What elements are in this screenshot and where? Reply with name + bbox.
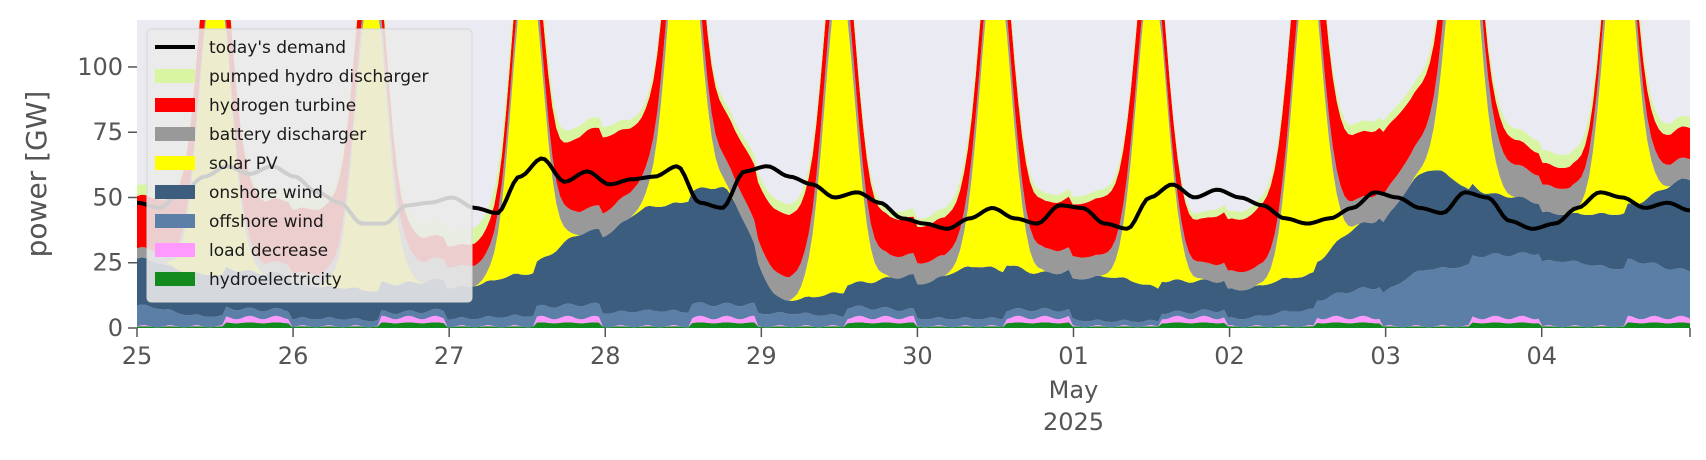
y-tick-label: 0 bbox=[108, 314, 123, 342]
legend-label-hydroelectricity: hydroelectricity bbox=[209, 270, 342, 290]
x-tick-label: 27 bbox=[434, 342, 465, 370]
legend-label-load-decrease: load decrease bbox=[209, 241, 328, 261]
y-tick-label: 50 bbox=[92, 183, 123, 211]
area-onshore-wind bbox=[137, 170, 1690, 322]
legend-swatch-load-decrease bbox=[155, 243, 195, 257]
x-tick-label: 30 bbox=[902, 342, 933, 370]
legend: today's demand pumped hydro discharger hyd… bbox=[146, 28, 473, 303]
y-tick-label: 100 bbox=[77, 53, 123, 81]
y-axis-label: power [GW] bbox=[20, 91, 53, 258]
legend-swatch-hydroelectricity bbox=[155, 272, 195, 286]
x-secondary-label: May bbox=[1049, 376, 1099, 404]
legend-label-onshore-wind: onshore wind bbox=[209, 183, 323, 203]
x-tick-label: 03 bbox=[1370, 342, 1401, 370]
legend-swatch-offshore-wind bbox=[155, 214, 195, 228]
x-tick-label: 04 bbox=[1526, 342, 1557, 370]
legend-label-solar-pv: solar PV bbox=[209, 154, 278, 174]
x-tick-label: 01 bbox=[1058, 342, 1089, 370]
x-secondary-label: 2025 bbox=[1043, 408, 1104, 436]
y-tick-label: 75 bbox=[92, 118, 123, 146]
legend-box bbox=[146, 28, 473, 303]
x-tick-label: 02 bbox=[1214, 342, 1245, 370]
x-tick-label: 29 bbox=[746, 342, 777, 370]
legend-swatch-hydrogen-turbine bbox=[155, 98, 195, 112]
area-offshore-wind bbox=[137, 252, 1690, 328]
legend-swatch-solar-pv bbox=[155, 156, 195, 170]
legend-label-pumped-hydro-discharger: pumped hydro discharger bbox=[209, 67, 428, 87]
legend-label-battery-discharger: battery discharger bbox=[209, 125, 366, 145]
legend-swatch-onshore-wind bbox=[155, 185, 195, 199]
legend-label-hydrogen-turbine: hydrogen turbine bbox=[209, 96, 356, 116]
x-tick-label: 28 bbox=[590, 342, 621, 370]
x-tick-label: 25 bbox=[122, 342, 153, 370]
area-hydroelectricity bbox=[137, 322, 1690, 328]
legend-swatch-battery-discharger bbox=[155, 127, 195, 141]
y-tick-label: 25 bbox=[92, 249, 123, 277]
area-solar-pv bbox=[137, 20, 1690, 301]
legend-label-today-s-demand: today's demand bbox=[209, 38, 346, 58]
legend-label-offshore-wind: offshore wind bbox=[209, 212, 324, 232]
area-load-decrease bbox=[137, 315, 1690, 328]
legend-swatch-pumped-hydro-discharger bbox=[155, 69, 195, 83]
x-tick-label: 26 bbox=[278, 342, 309, 370]
